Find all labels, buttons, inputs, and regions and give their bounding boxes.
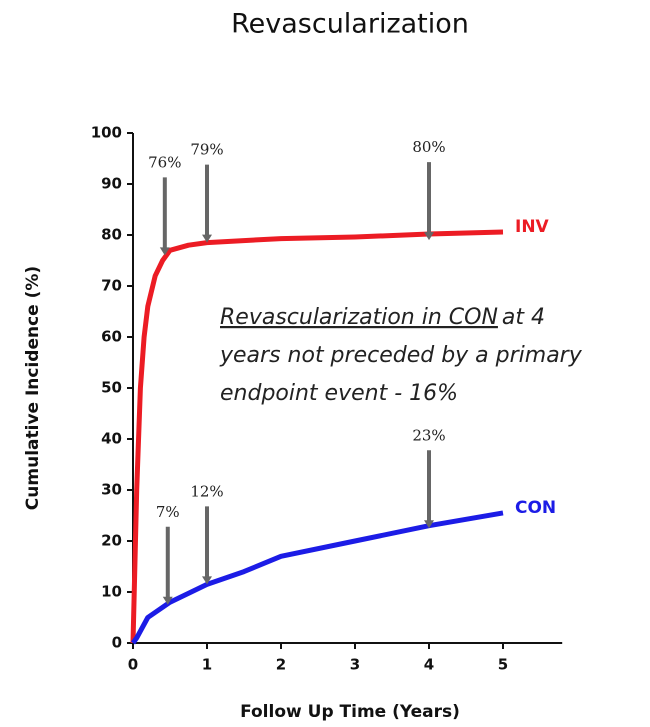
y-tick-label: 40 <box>101 430 122 448</box>
y-tick-label: 70 <box>101 277 122 295</box>
y-tick-label: 10 <box>101 583 122 601</box>
y-tick-label: 0 <box>112 634 122 652</box>
note-line: endpoint event - 16% <box>220 381 458 406</box>
series-label: INV <box>515 217 550 237</box>
note-line: Revascularization in CON at 4 <box>220 305 545 330</box>
y-tick-label: 60 <box>101 328 122 346</box>
x-tick-label: 3 <box>350 656 360 674</box>
series-line <box>130 229 504 644</box>
arrow-head <box>424 232 434 241</box>
note-rest: at 4 <box>502 305 545 330</box>
chart-title: Revascularization <box>231 9 469 40</box>
arrow-label: 79% <box>190 141 223 159</box>
x-tick-label: 2 <box>276 656 286 674</box>
arrow-head <box>159 247 170 256</box>
x-tick-label: 1 <box>202 656 212 674</box>
note-line: years not preceded by a primary <box>219 343 583 368</box>
x-tick-label: 0 <box>128 656 138 674</box>
arrow-label: 12% <box>190 482 223 500</box>
y-tick-label: 20 <box>101 532 122 550</box>
y-axis-label: Cumulative Incidence (%) <box>23 266 43 510</box>
y-tick-label: 50 <box>101 379 122 397</box>
arrow-head <box>202 234 212 243</box>
series-label: CON <box>515 498 556 518</box>
arrow-label: 80% <box>412 138 445 156</box>
x-axis-label: Follow Up Time (Years) <box>240 702 460 722</box>
y-tick-label: 100 <box>91 124 122 142</box>
series-line <box>130 510 504 645</box>
arrow-label: 23% <box>412 426 445 444</box>
arrow-head <box>424 520 434 529</box>
arrow-label: 76% <box>148 153 181 171</box>
arrow-head <box>162 596 173 605</box>
y-tick-label: 80 <box>101 226 122 244</box>
arrow-head <box>202 576 212 585</box>
x-tick-label: 5 <box>498 656 508 674</box>
y-tick-label: 30 <box>101 481 122 499</box>
arrow-label: 7% <box>156 503 180 521</box>
note-underlined: Revascularization in CON <box>220 305 498 330</box>
y-tick-label: 90 <box>101 175 122 193</box>
x-tick-label: 4 <box>424 656 434 674</box>
